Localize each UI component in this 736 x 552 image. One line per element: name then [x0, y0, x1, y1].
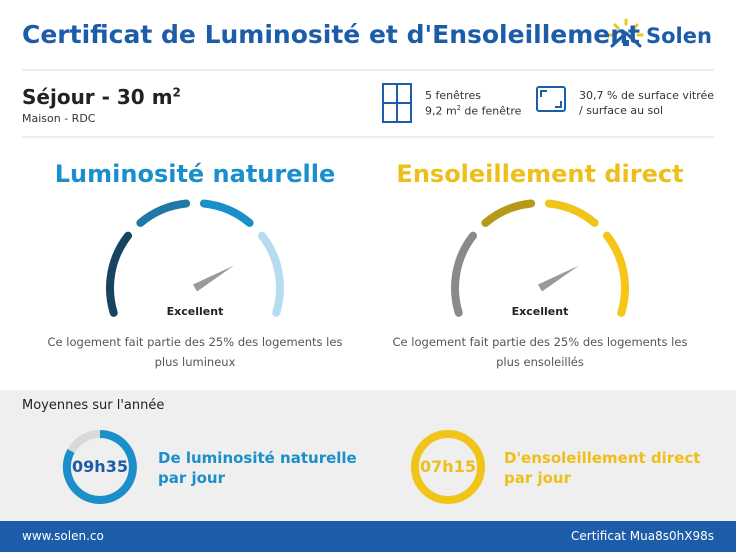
ring-progress	[411, 430, 485, 504]
gauge-segment	[602, 231, 629, 317]
room-name-text: Séjour - 30 m	[22, 85, 173, 109]
average-time: 09h35	[72, 457, 128, 476]
average-time: 07h15	[420, 457, 476, 476]
gauge-rating: Excellent	[166, 305, 224, 318]
title: Certificat de Luminosité et d'Ensoleille…	[22, 20, 640, 49]
average-label: D'ensoleillement direct	[504, 449, 701, 467]
averages-title: Moyennes sur l'année	[22, 398, 165, 413]
window-icon	[382, 83, 412, 123]
gauge-title: Ensoleillement direct	[396, 160, 684, 188]
windows-area: 9,2 m2 de fenêtre	[425, 104, 521, 118]
gauge-segment	[481, 199, 536, 227]
average-label: par jour	[158, 469, 226, 487]
windows-count: 5 fenêtres	[425, 89, 481, 102]
windows-area-suffix: de fenêtre	[464, 104, 522, 118]
footer-certificate: Certificat Mua8s0hX98s	[571, 529, 714, 543]
glazing-line: 30,7 % de surface vitrée	[579, 89, 715, 102]
gauge-segment	[106, 231, 133, 317]
averages-band	[0, 390, 736, 521]
room-name-sup: 2	[172, 85, 181, 100]
gauge-needle	[193, 265, 234, 292]
gauge-needle	[538, 265, 579, 292]
windows-area-text: 9,2 m	[425, 104, 457, 118]
average-label: De luminosité naturelle	[158, 449, 357, 467]
surface-icon	[536, 86, 566, 112]
logo-text: Solen	[646, 24, 712, 48]
footer-bar	[0, 521, 736, 552]
average-label: par jour	[504, 469, 572, 487]
gauge-title: Luminosité naturelle	[54, 160, 336, 188]
ring-progress	[62, 430, 137, 504]
gauge-rating: Excellent	[511, 305, 569, 318]
gauge-segment	[136, 199, 191, 227]
footer-website: www.solen.co	[22, 529, 104, 543]
windows-area-sup: 2	[456, 104, 461, 112]
gauge-segment	[544, 199, 599, 227]
gauge-description: Ce logement fait partie des 25% des loge…	[47, 335, 343, 369]
gauge-segment	[199, 199, 254, 227]
gauge-segment	[257, 231, 284, 317]
gauge-description: Ce logement fait partie des 25% des loge…	[392, 335, 688, 369]
room-subtitle: Maison - RDC	[22, 112, 96, 125]
gauge-segment	[451, 231, 478, 317]
logo-icon	[608, 18, 644, 48]
room-name: Séjour - 30 m2	[22, 85, 181, 109]
glazing-line: / surface au sol	[579, 104, 664, 117]
